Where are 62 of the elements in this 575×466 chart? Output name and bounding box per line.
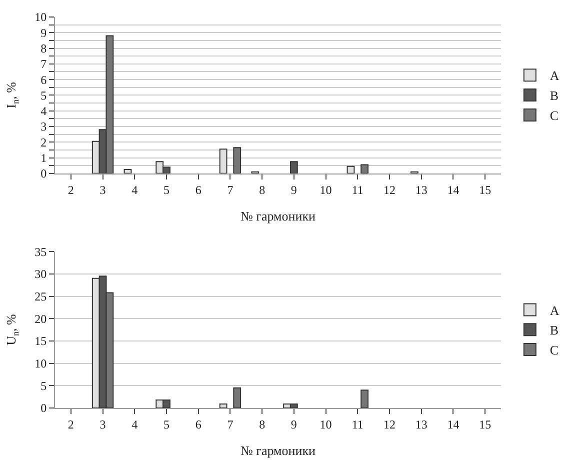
x-axis-title: № гармоники <box>240 208 316 224</box>
x-tick-label: 5 <box>164 417 170 432</box>
x-tick-label: 7 <box>227 182 234 197</box>
x-tick-label: 13 <box>415 182 428 197</box>
y-tick-label: 25 <box>34 289 47 304</box>
legend-label: B <box>550 88 559 104</box>
legend-label: C <box>550 108 559 124</box>
y-tick-label: 0 <box>40 401 47 416</box>
bar <box>233 147 242 174</box>
y-tick-label: 9 <box>40 26 47 40</box>
x-axis-title: № гармоники <box>240 443 316 458</box>
legend-label: B <box>550 322 559 338</box>
y-tick-label: 35 <box>34 244 47 259</box>
x-tick-label: 12 <box>384 417 396 432</box>
legend-label: A <box>550 68 560 84</box>
y-tick-label: 5 <box>40 378 47 393</box>
x-tick-label: 6 <box>195 182 202 197</box>
x-tick-label: 3 <box>100 182 106 197</box>
y-tick-label: 7 <box>40 57 47 72</box>
y-tick-label: 1 <box>40 150 47 165</box>
x-tick-label: 4 <box>132 182 138 197</box>
y-tick-label: 0 <box>40 166 47 181</box>
x-tick-label: 15 <box>479 182 492 197</box>
bar <box>290 161 298 174</box>
x-tick-label: 13 <box>415 417 428 432</box>
x-tick-label: 11 <box>352 417 364 432</box>
x-tick-label: 4 <box>132 417 138 432</box>
x-tick-label: 3 <box>100 417 106 432</box>
x-tick-label: 14 <box>447 182 460 197</box>
x-tick-label: 5 <box>164 182 170 197</box>
y-tick-label: 20 <box>34 312 47 326</box>
x-tick-label: 7 <box>227 417 234 432</box>
x-tick-label: 6 <box>195 417 202 432</box>
x-tick-label: 10 <box>320 417 332 432</box>
bar <box>360 164 368 174</box>
y-tick-label: 10 <box>34 356 47 371</box>
bar <box>360 390 368 408</box>
x-tick-label: 9 <box>290 182 297 197</box>
x-tick-label: 14 <box>447 417 460 432</box>
y-tick-label: 8 <box>40 41 47 56</box>
x-tick-label: 8 <box>259 417 266 432</box>
y-tick-label: 30 <box>34 267 47 282</box>
y-tick-label: 15 <box>34 334 47 348</box>
x-tick-label: 12 <box>384 182 396 197</box>
y-tick-label: 5 <box>40 88 47 102</box>
legend-label: A <box>550 302 560 318</box>
x-tick-label: 2 <box>68 417 74 432</box>
bar <box>219 403 228 408</box>
x-tick-label: 10 <box>320 182 332 197</box>
x-tick-label: 11 <box>352 182 364 197</box>
legend-label: C <box>550 342 559 358</box>
x-tick-label: 15 <box>479 417 492 432</box>
y-tick-label: 4 <box>40 104 47 118</box>
y-tick-label: 6 <box>40 72 47 87</box>
bar <box>219 148 228 174</box>
y-tick-label: 10 <box>34 10 47 24</box>
y-tick-label: 3 <box>40 120 47 134</box>
x-tick-label: 2 <box>68 182 74 197</box>
y-tick-label: 2 <box>40 135 47 150</box>
bar <box>233 387 242 408</box>
x-tick-label: 8 <box>259 182 266 197</box>
x-tick-label: 9 <box>290 417 297 432</box>
